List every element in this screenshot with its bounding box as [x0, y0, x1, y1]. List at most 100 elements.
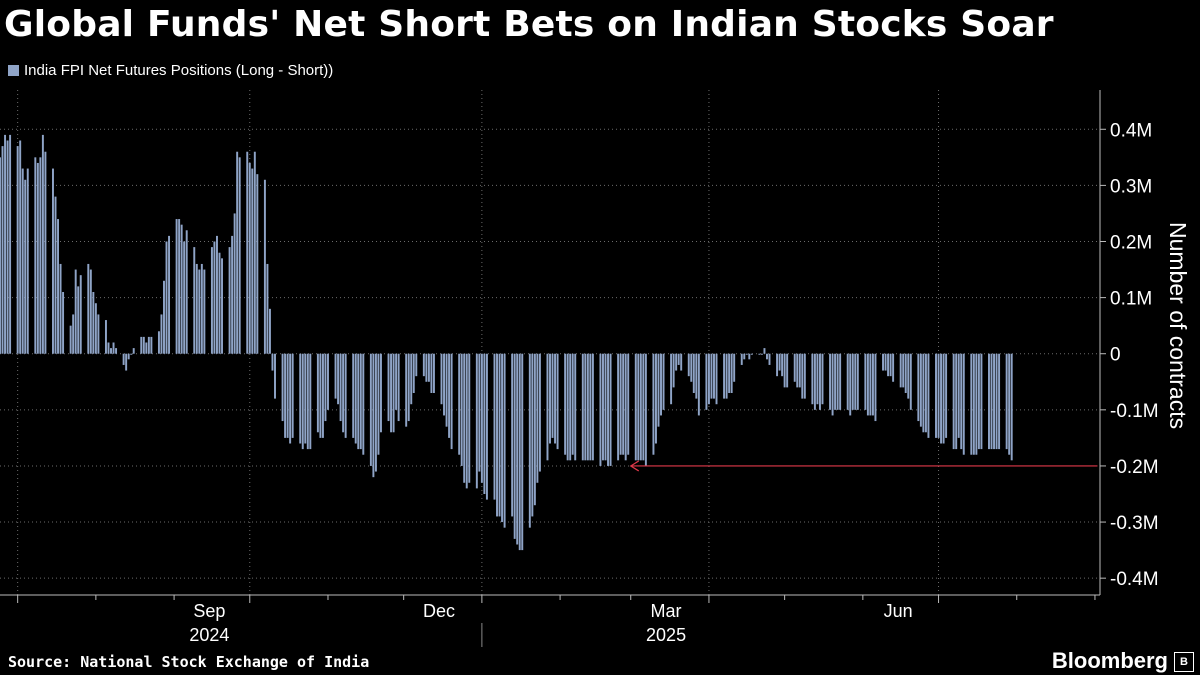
- legend-label: India FPI Net Futures Positions (Long - …: [24, 62, 334, 79]
- bar: [660, 353, 662, 416]
- bar: [1010, 353, 1013, 461]
- bar: [874, 353, 877, 422]
- bar: [758, 353, 761, 355]
- bar: [975, 353, 978, 455]
- bar: [443, 353, 446, 416]
- bar: [180, 224, 183, 354]
- bar: [839, 353, 842, 410]
- bar: [917, 353, 920, 422]
- bar: [993, 353, 996, 450]
- bar: [831, 353, 834, 416]
- x-tick-label: Mar: [651, 601, 682, 621]
- bar: [680, 353, 683, 371]
- bar: [183, 241, 186, 354]
- bar: [892, 353, 895, 382]
- y-tick-label: 0.4M: [1110, 120, 1152, 141]
- bar: [193, 247, 196, 354]
- bar: [299, 353, 302, 444]
- bar: [200, 263, 203, 354]
- bar: [866, 353, 869, 416]
- bar: [422, 353, 425, 377]
- bar: [849, 353, 852, 416]
- year-label: 2024: [189, 625, 229, 645]
- bar: [871, 353, 874, 416]
- bar: [221, 258, 223, 354]
- annotation-arrowhead: [629, 460, 640, 472]
- bar: [178, 219, 181, 354]
- y-tick-label: 0: [1110, 345, 1121, 366]
- bar: [617, 353, 620, 461]
- bar: [216, 235, 218, 354]
- bar: [289, 353, 292, 444]
- bar: [766, 353, 768, 360]
- bar: [687, 353, 690, 377]
- bar: [836, 353, 839, 410]
- bar: [463, 353, 466, 483]
- bar: [263, 179, 266, 354]
- bar: [783, 353, 786, 388]
- bar: [887, 353, 890, 377]
- bar: [309, 353, 312, 450]
- bar: [198, 269, 201, 354]
- bar: [122, 353, 125, 365]
- bloomberg-logo-icon: B: [1174, 652, 1194, 672]
- bar: [440, 353, 443, 405]
- bar: [107, 342, 110, 354]
- bar: [410, 353, 413, 405]
- bar: [781, 353, 784, 377]
- bar: [980, 353, 983, 450]
- bar: [803, 353, 806, 399]
- bar: [168, 235, 171, 354]
- bar: [952, 353, 955, 450]
- bar: [359, 353, 362, 450]
- bar: [609, 353, 612, 466]
- bar: [460, 353, 463, 466]
- bar: [675, 353, 678, 371]
- bar: [54, 196, 57, 354]
- chart-title: Global Funds' Net Short Bets on Indian S…: [4, 4, 1054, 45]
- bar: [652, 353, 655, 455]
- bar: [59, 263, 62, 354]
- bar: [657, 353, 660, 427]
- bar: [36, 162, 39, 354]
- bar: [589, 353, 592, 461]
- bar: [268, 308, 271, 354]
- bar: [432, 353, 435, 393]
- bar: [284, 353, 287, 438]
- bar: [321, 353, 324, 438]
- bar: [352, 353, 355, 438]
- bar: [531, 353, 534, 517]
- bar: [125, 353, 128, 371]
- bar: [745, 353, 748, 355]
- bar: [374, 353, 377, 472]
- bar: [851, 353, 854, 410]
- bar: [69, 325, 72, 354]
- bar: [1008, 353, 1011, 455]
- bar: [458, 353, 461, 455]
- bar: [480, 353, 483, 483]
- bar: [195, 263, 198, 354]
- bar: [622, 353, 625, 455]
- bar: [203, 269, 206, 354]
- bar: [210, 247, 213, 354]
- x-tick-label: Dec: [423, 601, 455, 621]
- bar: [945, 353, 948, 438]
- bar: [924, 353, 927, 433]
- bar: [834, 353, 837, 410]
- bar: [369, 353, 372, 466]
- bar: [677, 353, 680, 365]
- bar: [427, 353, 430, 382]
- bar: [998, 353, 1001, 450]
- bar: [324, 353, 327, 422]
- bar: [248, 162, 251, 354]
- bar: [475, 353, 478, 489]
- bar: [637, 353, 640, 461]
- bar: [377, 353, 380, 455]
- bar: [733, 353, 736, 382]
- bar: [604, 353, 607, 461]
- bar: [448, 353, 451, 438]
- bar: [147, 336, 150, 354]
- bar: [77, 286, 80, 354]
- bar: [528, 353, 531, 528]
